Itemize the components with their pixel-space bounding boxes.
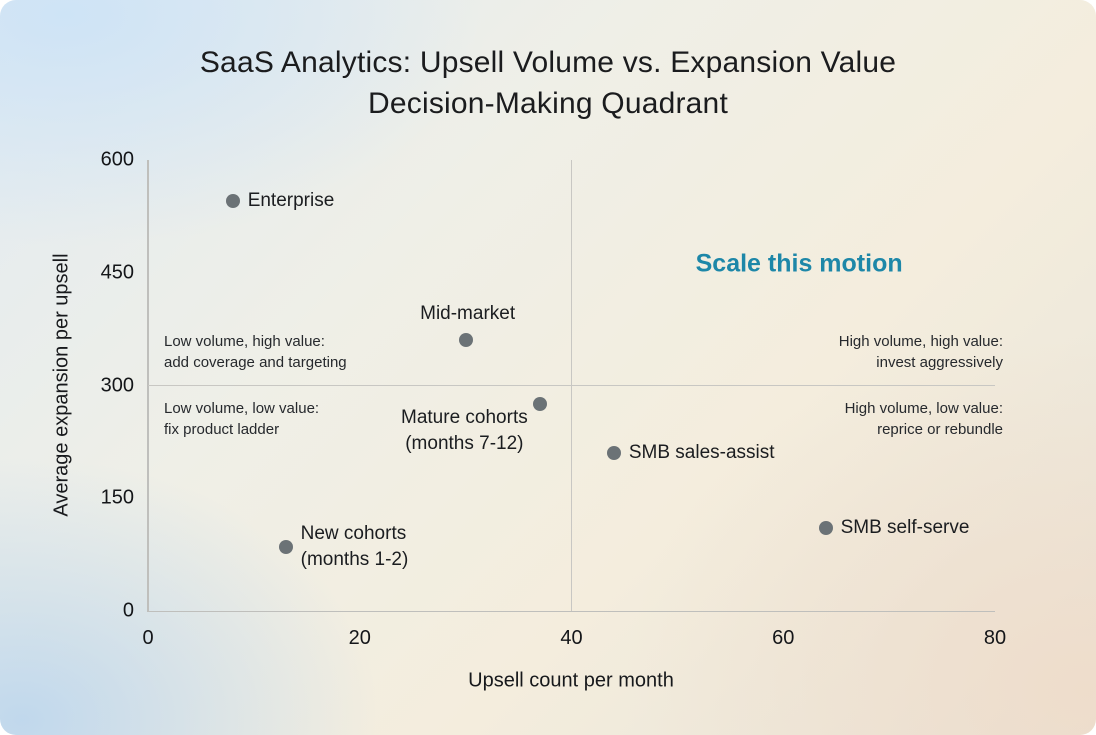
data-point xyxy=(458,333,473,348)
data-point xyxy=(818,521,833,536)
quadrant-horizontal-line xyxy=(148,385,995,386)
point-label: Enterprise xyxy=(247,190,335,212)
quadrant-label-low-volume-high-value: Low volume, high value: add coverage and … xyxy=(164,332,347,371)
chart-title: SaaS Analytics: Upsell Volume vs. Expans… xyxy=(0,42,1096,124)
x-axis-line xyxy=(147,610,995,612)
y-axis-line xyxy=(147,160,149,611)
y-tick-label: 0 xyxy=(122,599,134,622)
data-point xyxy=(278,540,293,555)
x-axis-label: Upsell count per month xyxy=(468,669,674,692)
point-label: New cohorts (months 1-2) xyxy=(300,523,409,571)
quadrant-label-high-volume-high-value: High volume, high value: invest aggressiv… xyxy=(838,332,1003,371)
x-tick-label: 60 xyxy=(772,627,795,649)
annotation-scale-motion: Scale this motion xyxy=(695,249,903,278)
y-tick-label: 150 xyxy=(100,486,134,509)
point-label: Mature cohorts (months 7-12) xyxy=(401,407,528,455)
x-tick-label: 40 xyxy=(560,627,583,649)
x-tick-label: 20 xyxy=(348,627,371,649)
quadrant-label-low-volume-low-value: Low volume, low value: fix product ladder xyxy=(164,399,320,438)
point-label: SMB sales-assist xyxy=(628,442,775,464)
y-tick-label: 600 xyxy=(100,148,134,171)
data-point xyxy=(225,194,240,209)
data-point xyxy=(606,446,621,461)
y-tick-label: 450 xyxy=(100,261,134,284)
y-tick-label: 300 xyxy=(100,374,134,396)
title-line-2: Decision-Making Quadrant xyxy=(368,87,728,120)
point-label: Mid-market xyxy=(420,303,516,325)
x-tick-label: 80 xyxy=(983,627,1007,649)
x-tick-label: 0 xyxy=(142,627,154,649)
point-label: SMB self-serve xyxy=(840,517,970,539)
quadrant-label-high-volume-low-value: High volume, low value: reprice or rebund… xyxy=(844,399,1003,438)
title-line-1: SaaS Analytics: Upsell Volume vs. Expans… xyxy=(199,46,897,79)
data-point xyxy=(532,397,547,412)
